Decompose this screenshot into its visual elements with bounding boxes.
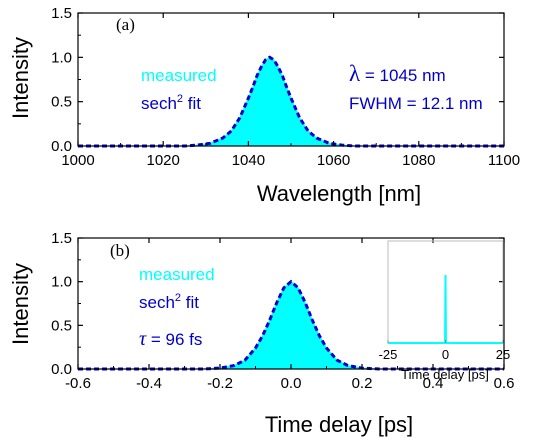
inset-xlabel: Time delay [ps] xyxy=(401,367,489,382)
panel-a-ytick-label: 1.5 xyxy=(51,5,72,22)
panel-a-ytick-label: 1.0 xyxy=(51,49,72,66)
panel-b-legend-fit-base: sech xyxy=(139,293,175,312)
panel-b-fit-line xyxy=(78,279,504,371)
panel-b-xtick-label: -0.4 xyxy=(136,375,162,392)
panel-b-ytick-label: 0.5 xyxy=(51,317,72,334)
panel-a-xtick-label: 1040 xyxy=(232,152,265,169)
panel-b-tau-annotation: τ = 96 fs xyxy=(139,328,202,350)
panel-b-xtick-label: 0.0 xyxy=(281,375,302,392)
panel-a-ylabel: Intensity xyxy=(8,37,33,119)
panel-a-legend-fit-sup: 2 xyxy=(177,93,183,105)
panel-b-ytick-label: 1.5 xyxy=(51,230,72,247)
panel-a-legend-measured: measured xyxy=(141,66,217,85)
panel-b-tau-value: = 96 fs xyxy=(146,330,202,349)
panel-b-xtick-label: 0.2 xyxy=(352,375,373,392)
inset-chart: -25 0 25 Time delay [ps] xyxy=(379,240,510,382)
panel-a-ytick-label: 0.5 xyxy=(51,94,72,111)
panel-b-legend-fit-tail: fit xyxy=(181,293,199,312)
panel-a-xtick-label: 1020 xyxy=(147,152,180,169)
panel-b-label: (b) xyxy=(110,241,130,260)
panel-a-legend-fit: sech2 fit xyxy=(141,93,201,113)
panel-a: 1000 1020 1040 1060 1080 1100 0.0 0.5 1.0 1.5 (a)… xyxy=(8,5,520,206)
panel-b-xlabel: Time delay [ps] xyxy=(265,412,413,437)
panel-a-xtick-label: 1100 xyxy=(488,152,520,169)
panel-b-legend-fit-sup: 2 xyxy=(175,292,181,304)
panel-b-ylabel: Intensity xyxy=(8,263,33,345)
panel-a-lambda-annotation: λ = 1045 nm xyxy=(349,61,446,86)
panel-a-lambda-value: = 1045 nm xyxy=(360,66,446,85)
panel-b-xtick-label: -0.2 xyxy=(207,375,233,392)
panel-a-xtick-label: 1000 xyxy=(61,152,94,169)
panel-a-label: (a) xyxy=(116,15,135,34)
panel-a-legend-fit-tail: fit xyxy=(183,94,201,113)
panel-a-xlabel: Wavelength [nm] xyxy=(257,181,421,206)
panel-a-fit-line xyxy=(78,55,504,148)
panel-b-tau-symbol: τ xyxy=(139,328,147,350)
panel-a-xtick-label: 1060 xyxy=(317,152,350,169)
panel-b-xtick-label: -0.6 xyxy=(65,375,91,392)
panel-a-ytick-label: 0.0 xyxy=(51,138,72,155)
panel-a-fwhm-annotation: FWHM = 12.1 nm xyxy=(349,94,483,113)
inset-xtick-label: -25 xyxy=(379,347,398,362)
panel-b-legend-measured: measured xyxy=(139,265,215,284)
panel-a-xtick-label: 1080 xyxy=(402,152,435,169)
panel-b-ytick-label: 1.0 xyxy=(51,274,72,291)
inset-measured-line xyxy=(388,274,503,344)
inset-xtick-label: 0 xyxy=(442,347,449,362)
panel-a-legend-fit-base: sech xyxy=(141,94,177,113)
panel-b-xtick-label: 0.4 xyxy=(423,375,444,392)
panel-b-ytick-label: 0.0 xyxy=(51,361,72,378)
panel-b: -0.6 -0.4 -0.2 0.0 0.2 0.4 0.6 0.0 0.5 1.0 1.5 (b)… xyxy=(8,230,514,437)
inset-xtick-label: 25 xyxy=(496,347,510,362)
panel-a-lambda-symbol: λ xyxy=(349,61,361,86)
panel-b-xtick-label: 0.6 xyxy=(494,375,515,392)
panel-b-legend-fit: sech2 fit xyxy=(139,292,199,312)
